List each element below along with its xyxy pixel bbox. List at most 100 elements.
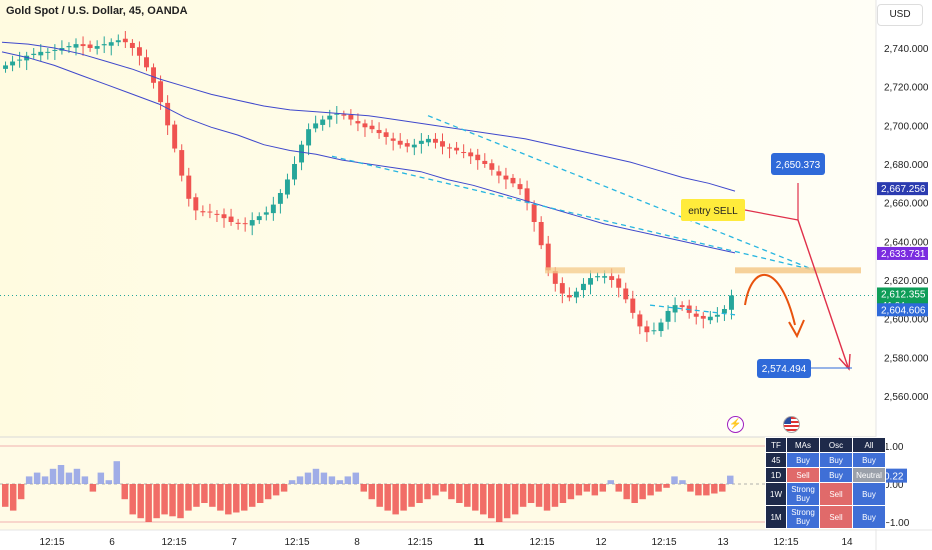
oscillator-pane[interactable] — [0, 437, 876, 530]
osc-bar — [73, 468, 81, 484]
candle-body — [503, 175, 509, 180]
table-cell-mas: Strong Buy — [786, 482, 820, 506]
osc-tick-label: 0.00 — [884, 480, 904, 491]
candle-body — [369, 125, 375, 130]
price-tag-upper-box — [877, 182, 928, 196]
osc-bar — [408, 484, 415, 507]
table-cell-all: Buy — [852, 452, 886, 468]
resistance-zone-right — [735, 267, 861, 274]
osc-bar — [535, 484, 543, 507]
osc-bar — [264, 484, 272, 500]
osc-bar — [304, 472, 312, 484]
candle-body — [630, 298, 636, 313]
osc-bar — [495, 484, 503, 522]
osc-bar — [583, 484, 591, 492]
target-down-label-box — [757, 359, 811, 378]
osc-bar — [695, 484, 702, 496]
osc-bar — [233, 484, 240, 513]
osc-bar — [416, 484, 423, 503]
table-header-row: TF MAs Osc All — [765, 437, 886, 453]
target-up-label: 2,650.373 — [776, 160, 821, 171]
osc-bar — [607, 480, 614, 484]
candle-body — [397, 140, 403, 145]
osc-bar — [456, 484, 463, 503]
osc-bar — [193, 484, 200, 507]
y-tick-label: 2,620.000 — [884, 276, 929, 287]
candle-body — [242, 223, 248, 225]
candle-body — [348, 114, 354, 120]
candle-body — [186, 175, 192, 199]
candle-body — [390, 138, 396, 141]
x-tick-label: 11 — [474, 537, 485, 548]
osc-bar — [464, 484, 471, 507]
target-up-label-box — [771, 153, 825, 175]
table-row: 1W Strong Buy Sell Buy — [765, 482, 886, 506]
x-tick-label: 8 — [354, 537, 360, 548]
osc-bar — [177, 484, 184, 519]
osc-bar — [248, 484, 256, 507]
osc-bar — [655, 484, 662, 492]
candle-body — [510, 177, 516, 184]
candle-body — [299, 144, 305, 163]
price-tag-mid-box — [877, 246, 928, 260]
candle-body — [52, 49, 58, 51]
osc-bar — [328, 476, 336, 484]
osc-bar — [575, 484, 583, 496]
oscillator-series — [0, 445, 876, 523]
candle-body — [580, 283, 586, 291]
entry-connector — [744, 209, 799, 221]
y-tick-label: 2,580.000 — [884, 353, 929, 364]
osc-bar — [687, 484, 694, 492]
osc-bar — [89, 484, 97, 492]
osc-bar — [57, 465, 65, 484]
lightning-icon[interactable]: ⚡ — [727, 416, 744, 433]
candle-body — [320, 119, 326, 125]
candle-body — [207, 211, 213, 213]
price-tag-last: 2,612.355 — [881, 289, 926, 300]
candle-body — [651, 330, 657, 332]
osc-bar — [169, 484, 176, 517]
candle-body — [362, 123, 368, 128]
x-tick-label: 13 — [717, 537, 729, 548]
osc-bar — [519, 484, 527, 507]
table-cell-mas: Buy — [786, 452, 820, 468]
osc-bar — [639, 484, 646, 500]
candle-body — [214, 213, 220, 215]
osc-bar — [344, 476, 352, 484]
table-header: TF — [765, 437, 787, 453]
osc-bar — [727, 475, 734, 484]
y-tick-label: 2,680.000 — [884, 160, 929, 171]
candle-body — [144, 57, 149, 68]
candle-body — [200, 211, 206, 213]
candle-body — [284, 179, 290, 195]
osc-bar — [81, 476, 89, 484]
osc-bar — [145, 484, 152, 522]
table-cell-tf: 1M — [765, 505, 787, 529]
candle-body — [609, 276, 615, 280]
y-tick-label: 2,560.000 — [884, 392, 929, 403]
y-tick-label: 2,720.000 — [884, 83, 929, 94]
candle-body — [425, 138, 431, 143]
chart-title: Gold Spot / U.S. Dollar, 45, OANDA — [6, 5, 188, 17]
x-tick-label: 12:15 — [39, 537, 64, 548]
osc-bar — [25, 476, 33, 484]
candle-body — [729, 295, 734, 310]
osc-bar — [663, 484, 670, 488]
currency-button[interactable]: USD — [877, 4, 923, 26]
candle-body — [496, 171, 502, 176]
table-cell-all: Buy — [852, 505, 886, 529]
osc-bar — [440, 484, 447, 492]
osc-bar — [41, 476, 49, 484]
us-flag-icon[interactable] — [783, 416, 800, 433]
price-tag-low-box — [877, 303, 928, 317]
candle-body — [482, 160, 488, 164]
osc-bar — [599, 484, 607, 492]
candle-body — [108, 42, 114, 46]
x-tick-label: 12:15 — [161, 537, 186, 548]
osc-bar — [9, 484, 17, 511]
osc-bar — [33, 472, 41, 484]
candle-body — [73, 44, 79, 48]
table-row: 1D Sell Buy Neutral — [765, 467, 886, 483]
osc-bar — [360, 484, 367, 492]
